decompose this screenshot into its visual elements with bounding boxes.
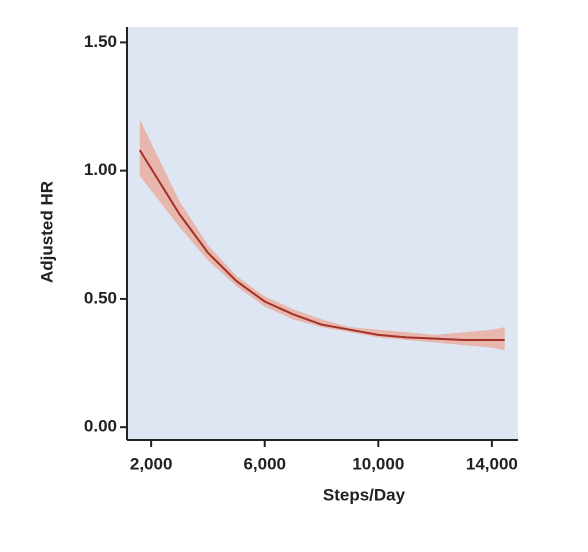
x-tick-label: 14,000: [466, 454, 518, 473]
x-tick-label: 2,000: [130, 454, 173, 473]
x-axis-label: Steps/Day: [323, 485, 406, 504]
y-tick-label: 0.00: [84, 417, 117, 436]
y-tick-label: 1.00: [84, 160, 117, 179]
x-tick-label: 6,000: [243, 454, 286, 473]
y-axis-label: Adjusted HR: [37, 181, 56, 283]
line: [138, 149, 505, 341]
y-tick-label: 1.50: [84, 32, 117, 51]
x-tick-label: 10,000: [352, 454, 404, 473]
y-tick-label: 0.50: [84, 288, 117, 307]
